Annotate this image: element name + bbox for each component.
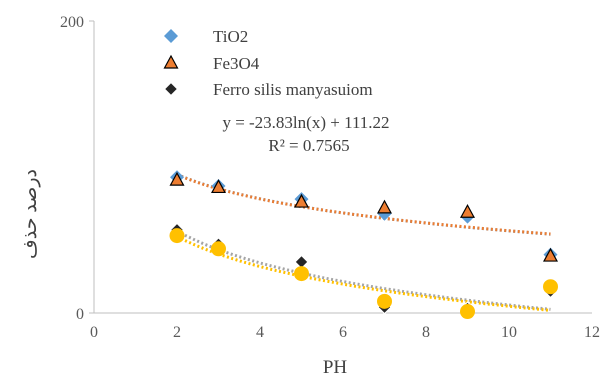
- y-axis-title: درصد حذف: [20, 169, 41, 259]
- trendline-r-squared: R² = 0.7565: [268, 136, 349, 155]
- point-series1-0: [169, 171, 185, 186]
- trendlines: [176, 173, 551, 312]
- x-tick-labels: 0 2 4 6 8 10 12: [90, 324, 600, 341]
- x-tick-label: 4: [256, 324, 264, 341]
- legend: TiO2 Fe3O4 Ferro silis manyasuiom: [163, 27, 373, 99]
- data-points: [169, 170, 559, 320]
- legend-marker-1: [163, 54, 179, 69]
- y-tick-label: 0: [76, 306, 84, 323]
- trendline-1: [176, 173, 551, 236]
- x-axis-title: PH: [323, 357, 348, 378]
- point-series1-5: [542, 247, 559, 262]
- trendline-3: [176, 235, 551, 312]
- point-series1-4: [459, 204, 476, 218]
- x-tick-label: 6: [339, 324, 347, 341]
- legend-label-2: Ferro silis manyasuiom: [213, 80, 373, 99]
- x-tick-label: 10: [501, 324, 517, 341]
- legend-label-1: Fe3O4: [213, 54, 260, 73]
- point-series3-3: [377, 293, 392, 309]
- point-series3-4: [460, 304, 475, 320]
- trendline-0: [176, 173, 551, 236]
- x-tick-label: 12: [584, 324, 600, 341]
- legend-marker-0: [164, 29, 178, 43]
- legend-label-0: TiO2: [213, 27, 248, 46]
- axes: [89, 20, 592, 314]
- point-series3-1: [211, 241, 226, 257]
- x-tick-label: 8: [422, 324, 430, 341]
- y-tick-label: 200: [60, 14, 84, 31]
- x-tick-label: 0: [90, 324, 98, 341]
- point-series3-5: [543, 279, 558, 295]
- legend-marker-2: [163, 81, 179, 97]
- point-series1-1: [210, 179, 227, 194]
- point-series3-2: [294, 266, 309, 282]
- point-series3-0: [169, 228, 185, 244]
- point-series1-3: [376, 199, 393, 214]
- trendline-2: [176, 229, 551, 311]
- point-series1-2: [293, 193, 310, 208]
- x-tick-label: 2: [173, 324, 181, 341]
- trendline-equation: y = -23.83ln(x) + 111.22: [222, 113, 389, 132]
- y-tick-labels: 0 200: [60, 14, 84, 323]
